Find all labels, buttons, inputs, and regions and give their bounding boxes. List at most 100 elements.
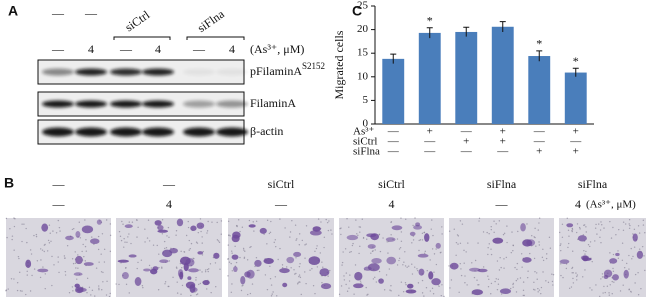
condition-name: siCtrl [353, 136, 377, 148]
pore [289, 236, 291, 238]
pore [42, 266, 44, 268]
pore [411, 242, 413, 244]
pore [161, 266, 163, 268]
cell [492, 237, 504, 244]
pore [263, 233, 265, 235]
pore [417, 282, 420, 284]
pore [297, 282, 299, 284]
pore [515, 279, 518, 282]
blot-band [110, 68, 142, 76]
pore [523, 294, 525, 297]
micrograph [449, 218, 554, 297]
pore [599, 236, 601, 239]
pore [188, 239, 190, 242]
pore [490, 228, 492, 231]
pore [589, 245, 591, 248]
pore [609, 252, 611, 254]
pore [298, 233, 301, 235]
condition-mark: + [500, 126, 506, 138]
blot-band [75, 68, 107, 76]
cell [282, 282, 288, 288]
pore [535, 245, 537, 247]
error-bar [536, 50, 543, 62]
pore [366, 294, 368, 296]
pore [157, 289, 160, 291]
cell [159, 259, 169, 263]
pore [141, 285, 144, 287]
dose-label: — [52, 197, 66, 211]
pore [583, 224, 586, 226]
cell [157, 225, 164, 231]
significance-marker: * [536, 37, 542, 51]
pore [48, 224, 51, 226]
dose-label: — [119, 42, 133, 56]
pore [206, 288, 208, 290]
pore [327, 229, 330, 232]
pore [131, 221, 134, 223]
pore [146, 237, 149, 239]
dose-label: 4 [229, 42, 235, 56]
pore [14, 218, 16, 220]
pore [378, 233, 381, 235]
cell [176, 218, 184, 227]
pore [552, 284, 554, 286]
dash-label: — [51, 6, 65, 20]
row-name: β-actin [250, 124, 283, 138]
pore [216, 239, 219, 241]
pore [144, 241, 146, 243]
pore [642, 224, 645, 226]
pore [118, 230, 121, 233]
pore [5, 289, 8, 291]
cell [231, 234, 240, 243]
treatment-label: — [162, 177, 176, 191]
pore [512, 283, 514, 286]
pore [284, 227, 286, 229]
pore [606, 285, 609, 287]
cell [409, 231, 416, 236]
pore [424, 252, 426, 254]
pore [33, 234, 35, 237]
pore [314, 250, 316, 253]
pore [575, 272, 577, 274]
blot-band [142, 127, 174, 137]
pore [270, 220, 272, 223]
pore [628, 254, 630, 257]
error-bar [463, 26, 470, 37]
cell [41, 223, 49, 232]
group-label: siCtrl [122, 7, 152, 34]
pore [180, 293, 182, 295]
pore [83, 255, 85, 258]
pore [147, 219, 150, 221]
pore [242, 247, 245, 250]
pore [72, 290, 74, 292]
y-tick-label: 0 [363, 118, 369, 130]
dose-label: — [51, 42, 65, 56]
pore [125, 283, 128, 286]
row-superscript: S2152 [302, 61, 325, 71]
y-tick-label: 10 [357, 70, 369, 82]
cell [612, 274, 619, 281]
pore [463, 262, 465, 264]
pore [459, 262, 461, 265]
cell [246, 269, 255, 279]
pore [279, 247, 281, 250]
pore [158, 266, 160, 269]
pore [396, 238, 399, 240]
pore [325, 218, 327, 221]
pore [495, 223, 497, 225]
pore [441, 233, 443, 235]
pore [582, 276, 584, 278]
pore [175, 266, 178, 268]
pore [412, 239, 415, 241]
pore [490, 226, 492, 228]
pore [571, 266, 574, 269]
pore [25, 227, 27, 230]
pore [16, 289, 19, 292]
cell [417, 253, 429, 258]
pore [124, 241, 126, 243]
pore [358, 226, 360, 228]
cell [367, 244, 376, 249]
row-name: FilaminA [250, 96, 296, 110]
treatment-label: siFlna [578, 177, 608, 191]
pore [201, 254, 204, 256]
